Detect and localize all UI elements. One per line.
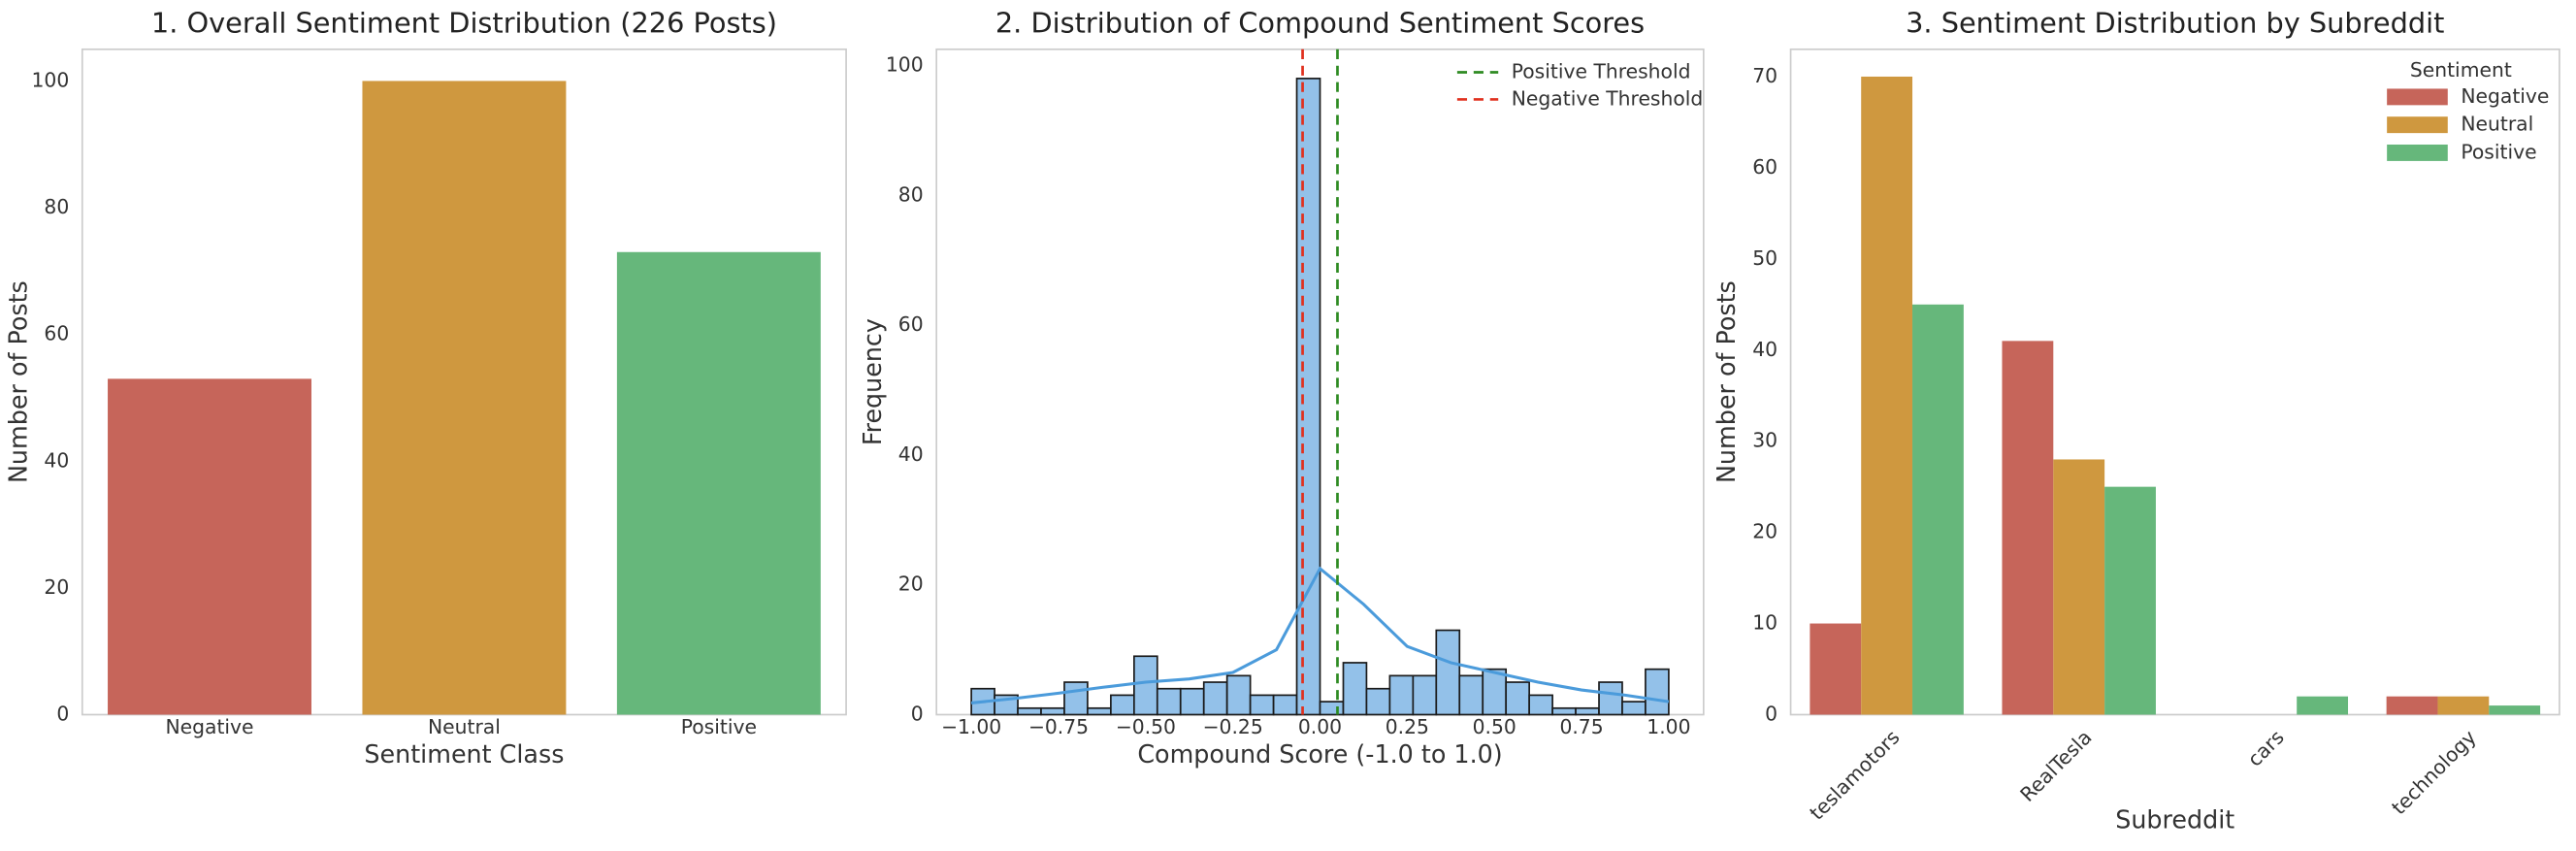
x-axis-label: Subreddit <box>2115 805 2234 835</box>
histogram-bar <box>1412 674 1438 716</box>
bar <box>2437 696 2490 715</box>
legend-label: Negative <box>2461 84 2549 108</box>
bar <box>2002 341 2054 715</box>
y-tick-label: 20 <box>1752 520 1777 543</box>
histogram-bar <box>1458 674 1484 716</box>
histogram-bar <box>1249 694 1275 716</box>
histogram-bar <box>1365 687 1391 716</box>
histogram-bar <box>1063 681 1089 716</box>
bar <box>1810 623 1862 715</box>
histogram-bar <box>1179 687 1205 716</box>
histogram-bar <box>1225 674 1252 716</box>
histogram-bar <box>1598 681 1623 716</box>
histogram-bar <box>1645 668 1670 716</box>
x-tick-label: −0.25 <box>1203 715 1263 738</box>
x-axis-label: Compound Score (-1.0 to 1.0) <box>1137 739 1502 769</box>
histogram-bar <box>1388 674 1415 716</box>
histogram-bar <box>1319 701 1345 716</box>
bar <box>362 81 567 715</box>
x-tick-label: 0.25 <box>1386 715 1429 738</box>
x-tick-label: cars <box>2243 726 2289 771</box>
histogram-bar <box>1551 706 1577 716</box>
bar <box>1861 76 1913 715</box>
x-axis-label: Sentiment Class <box>364 739 564 769</box>
legend-swatch <box>2387 88 2448 106</box>
y-tick-label: 20 <box>898 573 924 596</box>
y-tick-label: 80 <box>44 195 69 218</box>
y-tick-label: 20 <box>44 575 69 599</box>
kde-line <box>970 566 1670 704</box>
x-tick-label: −0.75 <box>1028 715 1089 738</box>
bar <box>1912 304 1964 715</box>
y-tick-label: 40 <box>1752 338 1777 361</box>
histogram-bar <box>1202 681 1228 716</box>
y-tick-label: 30 <box>1752 429 1777 452</box>
legend-swatch <box>2387 144 2448 161</box>
chart-title: 3. Sentiment Distribution by Subreddit <box>1906 6 2444 39</box>
x-tick-label: technology <box>2387 726 2481 820</box>
y-axis-label: Frequency <box>858 318 887 445</box>
histogram-bar <box>1087 706 1112 716</box>
legend-title: Sentiment <box>2410 58 2512 82</box>
legend-label: Positive <box>2461 140 2536 163</box>
histogram-bar <box>1040 706 1065 716</box>
y-tick-label: 60 <box>1752 155 1777 179</box>
legend-swatch <box>2387 116 2448 134</box>
histogram-bar <box>1505 681 1530 716</box>
histogram-bar <box>1110 694 1135 716</box>
histogram-bar <box>1575 706 1600 716</box>
y-tick-label: 70 <box>1752 64 1777 87</box>
histogram-bar <box>1621 701 1647 716</box>
x-tick-label: RealTesla <box>2015 726 2096 806</box>
y-tick-label: 100 <box>886 53 924 77</box>
bar <box>2386 696 2438 715</box>
y-tick-label: 50 <box>1752 246 1777 270</box>
bar <box>2297 696 2349 715</box>
x-tick-label: Positive <box>681 715 757 738</box>
bar <box>2489 705 2541 715</box>
x-tick-label: teslamotors <box>1805 726 1904 825</box>
y-tick-label: 100 <box>32 68 70 91</box>
y-tick-label: 60 <box>898 312 924 336</box>
y-axis-label: Number of Posts <box>1712 280 1741 483</box>
legend-label: Neutral <box>2461 113 2533 136</box>
x-tick-label: 1.00 <box>1647 715 1690 738</box>
y-tick-label: 10 <box>1752 611 1777 635</box>
x-tick-label: Neutral <box>428 715 501 738</box>
y-tick-label: 80 <box>898 182 924 206</box>
histogram-bar <box>1017 706 1042 716</box>
y-tick-label: 0 <box>56 702 69 725</box>
histogram-bar <box>1272 694 1298 716</box>
histogram-bar <box>1342 662 1368 716</box>
x-tick-label: 0.50 <box>1473 715 1516 738</box>
bar <box>2053 459 2105 715</box>
legend-label: Positive Threshold <box>1512 59 1691 82</box>
y-tick-label: 40 <box>44 448 69 472</box>
y-axis-label: Number of Posts <box>3 280 32 483</box>
histogram-bar <box>1133 655 1158 716</box>
y-tick-label: 0 <box>911 702 924 725</box>
x-tick-label: −0.50 <box>1116 715 1176 738</box>
chart-title: 1. Overall Sentiment Distribution (226 P… <box>151 6 777 39</box>
x-tick-label: −1.00 <box>941 715 1001 738</box>
chart-title: 2. Distribution of Compound Sentiment Sc… <box>995 6 1645 39</box>
histogram-bar <box>1435 629 1461 716</box>
legend-label: Negative Threshold <box>1512 86 1704 110</box>
y-tick-label: 0 <box>1765 702 1777 725</box>
x-tick-label: 0.00 <box>1298 715 1342 738</box>
histogram-bar <box>1482 668 1508 716</box>
bar <box>2104 486 2156 715</box>
bar <box>616 251 821 715</box>
y-tick-label: 40 <box>898 442 924 466</box>
histogram-bar <box>1156 687 1182 716</box>
x-tick-label: 0.75 <box>1559 715 1603 738</box>
histogram-bar <box>1528 694 1553 716</box>
y-tick-label: 60 <box>44 322 69 345</box>
x-tick-label: Negative <box>165 715 253 738</box>
histogram-bar <box>1295 78 1321 716</box>
bar <box>108 378 311 715</box>
